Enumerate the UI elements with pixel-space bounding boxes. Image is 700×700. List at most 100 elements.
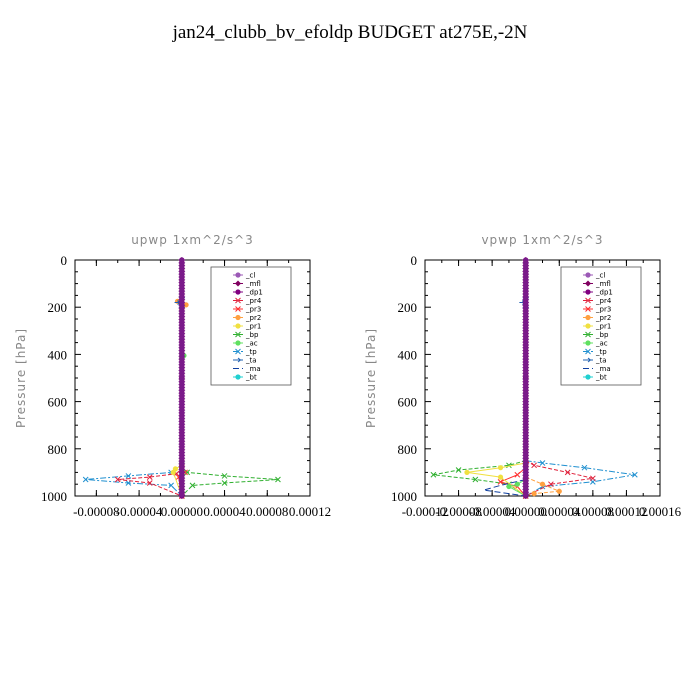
legend-marker <box>585 280 591 287</box>
legend-item: _tp <box>583 348 607 356</box>
data-point <box>548 481 554 488</box>
legend-marker <box>585 297 591 304</box>
data-point <box>183 302 189 308</box>
data-point <box>125 473 132 479</box>
data-point <box>497 474 504 480</box>
series-line <box>483 479 526 497</box>
legend-marker <box>585 374 591 380</box>
legend-marker <box>585 289 591 295</box>
x-tick-label: 0.00000 <box>505 504 547 519</box>
legend-box <box>210 266 292 386</box>
data-point <box>531 491 537 497</box>
legend-item: _mfl <box>233 280 261 288</box>
legend-item: _bt <box>583 374 607 382</box>
legend-item: _ac <box>233 340 258 348</box>
legend-marker <box>235 331 241 338</box>
legend-item: _ac <box>583 340 608 348</box>
legend-marker <box>235 314 241 321</box>
data-point <box>184 469 191 476</box>
legend-item: _cl <box>233 272 255 280</box>
legend-label: _tp <box>245 348 257 356</box>
data-point <box>114 476 121 483</box>
data-point <box>168 482 174 489</box>
legend-marker <box>585 306 591 312</box>
legend-item: _ta <box>233 357 257 365</box>
zero-profile-markers <box>522 257 530 499</box>
y-tick-label: 600 <box>48 395 68 410</box>
legend-item: _mfl <box>583 280 611 288</box>
legend-marker <box>235 289 241 295</box>
y-tick-label: 1000 <box>41 489 67 504</box>
x-tick-label: -0.00008 <box>435 504 482 519</box>
data-point <box>455 467 462 473</box>
legend: _cl_mfl_dp1_pr4_pr3_pr2_pr1_bp_ac_tp_ta_… <box>210 266 292 386</box>
data-point <box>146 474 153 480</box>
y-tick-label: 600 <box>398 395 418 410</box>
legend-marker <box>585 272 591 278</box>
data-point <box>506 483 512 490</box>
legend-item: _tp <box>233 348 257 356</box>
series-bp <box>430 457 529 499</box>
y-tick-label: 200 <box>398 300 418 315</box>
legend-item: _pr2 <box>583 314 611 322</box>
legend-item: _ta <box>583 357 607 365</box>
data-point <box>464 469 470 475</box>
legend-label: _ac <box>595 340 608 348</box>
panel-1: 0 200 400 600 800 1000 -0.00008-0.000040.00000… <box>14 233 331 519</box>
y-tick-label: 200 <box>48 300 68 315</box>
legend-label: _pr3 <box>245 306 261 314</box>
legend-marker <box>585 340 591 346</box>
legend-label: _mfl <box>245 280 261 288</box>
zero-profile-markers <box>178 257 186 499</box>
data-point <box>497 465 504 471</box>
legend-marker <box>235 348 241 355</box>
data-point <box>506 462 512 469</box>
legend-label: _ac <box>245 340 258 348</box>
series-line <box>525 460 635 497</box>
legend-label: _bp <box>595 331 609 339</box>
legend-item: _pr1 <box>583 323 611 331</box>
legend-label: _cl <box>595 272 605 280</box>
legend-marker <box>585 331 591 338</box>
y-tick-label: 400 <box>48 347 68 362</box>
legend-label: _ta <box>245 357 257 365</box>
data-point <box>514 481 520 487</box>
x-tick-label: 0.00012 <box>289 504 331 519</box>
x-tick-label: 0.00004 <box>203 504 246 519</box>
y-tick-label: 0 <box>411 253 418 268</box>
legend-item: _dp1 <box>233 289 263 297</box>
series-pr4 <box>114 460 185 499</box>
data-point <box>221 473 228 479</box>
data-point <box>556 488 562 494</box>
series-tp <box>522 457 638 499</box>
legend-item: _ma <box>583 365 611 373</box>
figure-title: jan24_clubb_bv_efoldp BUDGET at275E,-2N <box>172 22 528 43</box>
series-line <box>181 460 279 497</box>
legend-label: _cl <box>245 272 255 280</box>
legend-label: _pr1 <box>595 323 611 331</box>
legend-item: _bp <box>233 331 259 339</box>
y-axis-label: Pressure [hPa] <box>14 328 28 428</box>
legend-label: _bt <box>595 374 607 382</box>
legend-label: _dp1 <box>245 289 263 297</box>
x-tick-label: -0.00008 <box>73 504 120 519</box>
legend-item: _pr4 <box>583 297 612 305</box>
legend-item: _pr4 <box>233 297 262 305</box>
y-tick-label: 0 <box>61 253 68 268</box>
data-point <box>189 482 196 489</box>
legend-label: _pr2 <box>245 314 261 322</box>
data-point <box>539 460 546 466</box>
legend-item: _cl <box>583 272 605 280</box>
y-tick-label: 400 <box>398 347 418 362</box>
legend-item: _pr1 <box>233 323 261 331</box>
data-point <box>430 471 437 478</box>
data-point <box>631 471 638 478</box>
data-point <box>472 476 479 483</box>
data-point <box>170 469 176 475</box>
legend-marker <box>235 280 241 287</box>
legend-label: _ta <box>595 357 607 365</box>
data-point <box>146 480 153 486</box>
data-point <box>531 462 537 469</box>
legend-item: _pr3 <box>583 306 611 314</box>
data-point <box>82 476 89 483</box>
